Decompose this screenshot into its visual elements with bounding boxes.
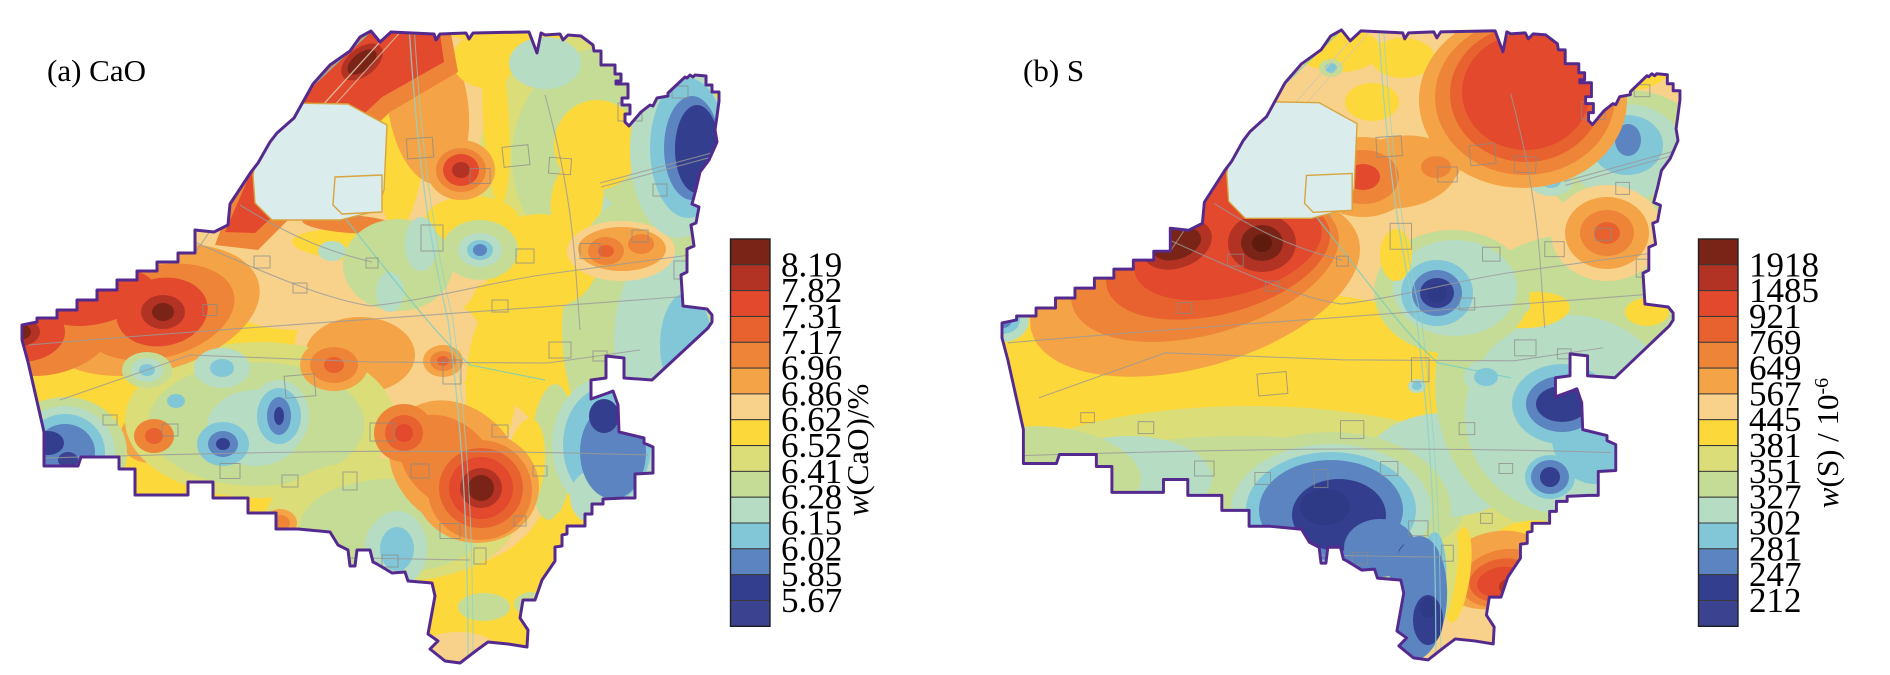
svg-text:5.85: 5.85	[781, 555, 842, 594]
svg-text:327: 327	[1749, 478, 1802, 517]
svg-text:5.67: 5.67	[781, 581, 842, 620]
svg-text:212: 212	[1749, 581, 1802, 620]
svg-text:567: 567	[1749, 374, 1802, 413]
svg-text:381: 381	[1749, 426, 1802, 465]
svg-text:7.82: 7.82	[781, 271, 842, 310]
svg-text:w(S) / 10-6: w(S) / 10-6	[1810, 378, 1845, 508]
svg-text:1918: 1918	[1749, 245, 1819, 284]
svg-text:302: 302	[1749, 504, 1802, 543]
svg-text:6.28: 6.28	[781, 478, 842, 517]
svg-text:281: 281	[1749, 529, 1802, 568]
svg-text:7.17: 7.17	[781, 323, 842, 362]
svg-text:(b) S: (b) S	[1023, 53, 1084, 88]
svg-text:8.19: 8.19	[781, 245, 842, 284]
svg-text:6.02: 6.02	[781, 529, 842, 568]
svg-text:7.31: 7.31	[781, 297, 842, 336]
svg-text:6.41: 6.41	[781, 452, 842, 491]
svg-text:w(CaO)/%: w(CaO)/%	[840, 384, 875, 517]
svg-text:(a) CaO: (a) CaO	[47, 53, 146, 88]
svg-text:6.15: 6.15	[781, 504, 842, 543]
svg-text:921: 921	[1749, 297, 1802, 336]
svg-text:445: 445	[1749, 400, 1802, 439]
svg-text:6.62: 6.62	[781, 400, 842, 439]
svg-text:1485: 1485	[1749, 271, 1819, 310]
svg-text:6.52: 6.52	[781, 426, 842, 465]
svg-text:351: 351	[1749, 452, 1802, 491]
svg-text:6.86: 6.86	[781, 374, 842, 413]
svg-text:769: 769	[1749, 323, 1802, 362]
svg-text:247: 247	[1749, 555, 1802, 594]
svg-text:6.96: 6.96	[781, 349, 842, 388]
svg-text:649: 649	[1749, 349, 1802, 388]
